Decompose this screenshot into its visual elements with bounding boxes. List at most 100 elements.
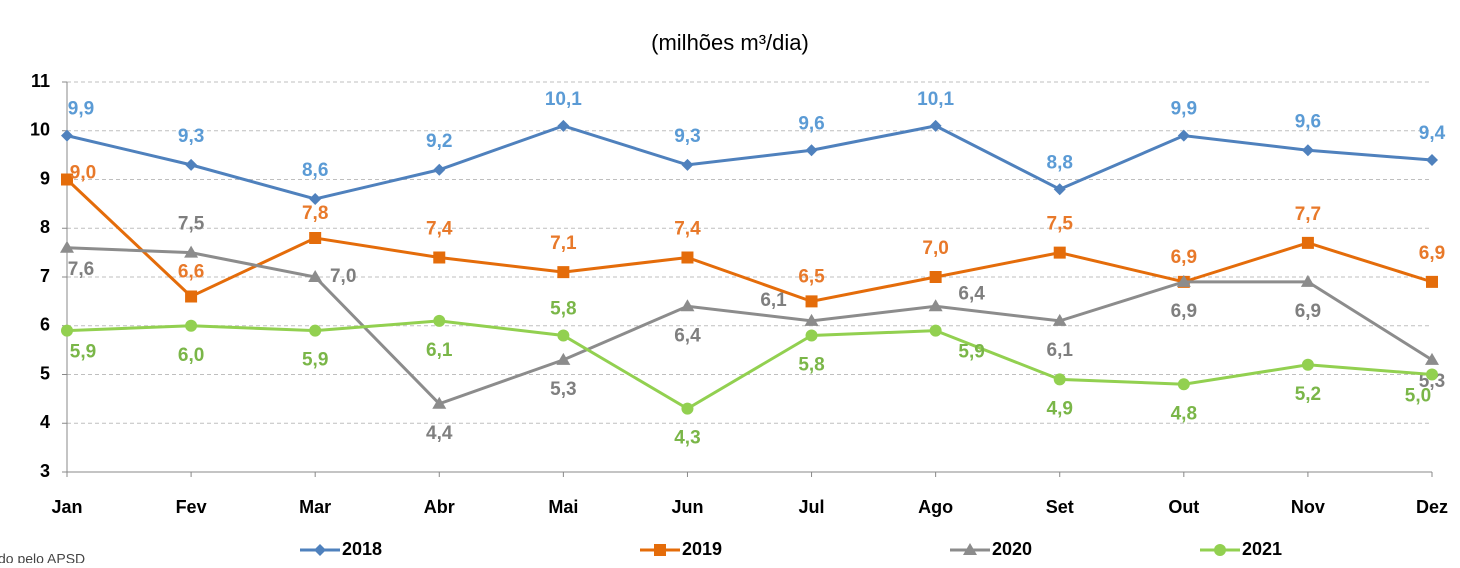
marker [309, 193, 322, 205]
x-tick-label: Nov [1291, 497, 1325, 517]
source-note: do pelo APSD [0, 551, 85, 563]
y-tick-label: 11 [31, 71, 50, 91]
data-label: 4,9 [1047, 398, 1073, 419]
data-label: 6,4 [958, 283, 985, 304]
series-line [66, 124, 1433, 201]
marker [1300, 274, 1315, 287]
legend-label: 2020 [992, 539, 1032, 559]
data-label: 7,6 [68, 259, 94, 280]
data-label: 6,9 [1419, 243, 1445, 264]
marker [805, 295, 818, 308]
data-label: 9,4 [1419, 123, 1446, 144]
marker [1052, 313, 1067, 326]
marker [433, 314, 446, 327]
data-label: 5,3 [550, 379, 576, 400]
marker [556, 352, 571, 365]
data-label: 10,1 [545, 89, 582, 110]
marker [1301, 236, 1314, 249]
marker [681, 251, 694, 264]
marker [929, 271, 942, 283]
marker [433, 251, 446, 264]
marker [308, 270, 323, 282]
data-label: 9,6 [1295, 111, 1321, 132]
legend-label: 2018 [342, 539, 382, 559]
marker [61, 129, 73, 142]
data-label: 6,1 [426, 340, 453, 361]
marker [185, 319, 198, 332]
marker [61, 324, 73, 337]
marker [185, 158, 198, 171]
data-label: 6,9 [1171, 247, 1197, 268]
data-label: 10,1 [917, 89, 954, 110]
y-tick-label: 8 [40, 217, 50, 237]
marker [309, 324, 322, 337]
marker [1426, 275, 1438, 288]
data-label: 7,7 [1295, 204, 1321, 225]
marker [184, 245, 199, 258]
marker [681, 402, 694, 415]
data-label: 5,0 [1405, 386, 1431, 407]
x-tick-label: Abr [424, 497, 455, 517]
x-tick-label: Jan [51, 497, 82, 517]
data-label: 7,4 [674, 219, 701, 240]
x-tick-label: Fev [176, 497, 207, 517]
x-tick-label: Jun [671, 497, 703, 517]
marker [432, 396, 447, 409]
data-label: 4,8 [1171, 403, 1197, 424]
marker [61, 173, 73, 186]
marker [680, 299, 695, 312]
marker [804, 313, 819, 326]
data-label: 7,1 [550, 233, 577, 254]
data-label: 8,8 [1047, 152, 1073, 173]
legend-marker [314, 544, 326, 556]
data-label: 4,3 [674, 428, 700, 449]
marker [309, 232, 322, 244]
x-tick-label: Out [1168, 497, 1199, 517]
marker [1053, 246, 1066, 259]
marker [1301, 358, 1314, 371]
data-label: 6,0 [178, 345, 204, 366]
data-label: 7,8 [302, 203, 328, 224]
marker [1301, 144, 1314, 157]
y-tick-label: 9 [40, 168, 50, 188]
marker [1053, 373, 1066, 386]
marker [928, 299, 943, 312]
y-tick-label: 6 [40, 315, 50, 335]
marker [929, 324, 942, 337]
marker [1426, 154, 1438, 166]
x-tick-label: Dez [1416, 497, 1448, 517]
x-tick-label: Ago [918, 497, 953, 517]
x-tick-label: Jul [799, 497, 825, 517]
x-tick-label: Set [1046, 497, 1074, 517]
marker [185, 290, 198, 303]
legend-marker [963, 543, 977, 555]
marker [929, 119, 942, 132]
legend-marker [1214, 544, 1226, 556]
data-label: 6,5 [798, 266, 825, 287]
marker [557, 266, 570, 279]
marker [1425, 352, 1439, 365]
marker [433, 163, 446, 176]
marker [557, 119, 570, 132]
marker [1177, 129, 1190, 142]
data-label: 4,4 [426, 423, 453, 444]
marker [805, 144, 818, 157]
data-label: 8,6 [302, 160, 328, 181]
data-label: 6,1 [760, 290, 787, 311]
data-label: 9,9 [1171, 99, 1197, 120]
legend-marker [654, 544, 666, 556]
chart-subtitle: (milhões m³/dia) [651, 30, 809, 55]
legend-label: 2019 [682, 539, 722, 559]
marker [60, 240, 74, 253]
marker [1053, 183, 1066, 196]
data-label: 5,8 [550, 299, 576, 320]
data-label: 5,9 [302, 350, 328, 371]
marker [681, 158, 694, 171]
series-line [66, 319, 1433, 411]
marker [1426, 368, 1438, 381]
marker [1177, 378, 1190, 391]
x-tick-label: Mai [548, 497, 578, 517]
series-line [65, 178, 1433, 303]
data-label: 7,0 [922, 238, 948, 259]
y-tick-label: 4 [40, 412, 50, 432]
